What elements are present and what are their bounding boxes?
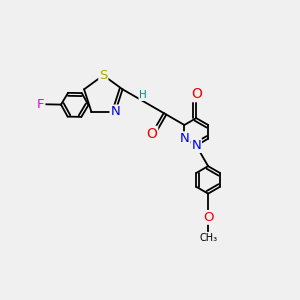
Text: N: N	[179, 132, 189, 145]
Text: F: F	[37, 98, 44, 111]
Text: H: H	[139, 90, 147, 100]
Text: N: N	[191, 139, 201, 152]
Text: S: S	[99, 69, 107, 82]
Text: O: O	[203, 211, 213, 224]
Text: O: O	[146, 127, 157, 141]
Text: O: O	[191, 87, 202, 101]
Text: CH₃: CH₃	[199, 232, 217, 243]
Text: N: N	[110, 105, 120, 119]
